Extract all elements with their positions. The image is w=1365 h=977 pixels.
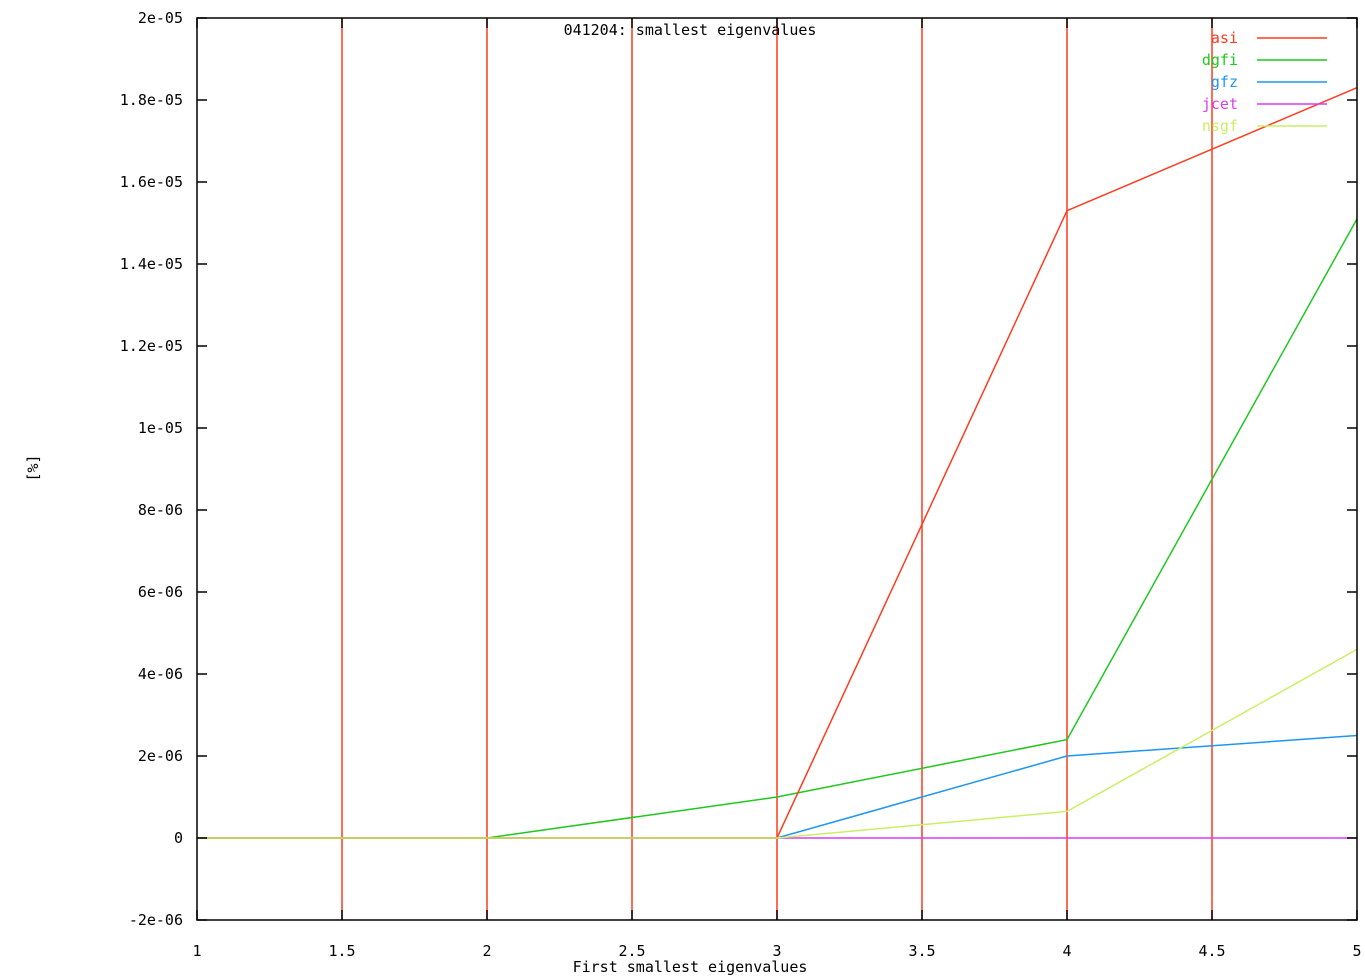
series-lines xyxy=(197,87,1358,839)
axis-ticks: -2e-06 0 2e-06 4e-06 6e-06 8e-06 1e-05 1.2e-05 1… xyxy=(120,9,1362,960)
x-tick-label: 1.5 xyxy=(328,942,355,960)
legend-label-asi: asi xyxy=(1211,29,1238,47)
y-tick-label: 1.8e-05 xyxy=(120,91,183,109)
x-tick-label: 1 xyxy=(192,942,201,960)
y-axis-title: [%] xyxy=(24,454,42,481)
chart-title: 041204: smallest eigenvalues xyxy=(564,21,817,39)
x-tick-label: 4.5 xyxy=(1198,942,1225,960)
x-tick-label: 4 xyxy=(1062,942,1071,960)
y-tick-label: 1.4e-05 xyxy=(120,255,183,273)
y-tick-label: -2e-06 xyxy=(129,911,183,929)
y-tick-label: 1e-05 xyxy=(138,419,183,437)
x-tick-label: 5 xyxy=(1352,942,1361,960)
legend: asi dgfi gfz jcet nsgf xyxy=(1202,29,1327,135)
legend-label-gfz: gfz xyxy=(1211,73,1238,91)
legend-label-dgfi: dgfi xyxy=(1202,51,1238,69)
legend-label-nsgf: nsgf xyxy=(1202,117,1238,135)
y-tick-label: 2e-06 xyxy=(138,747,183,765)
x-tick-label: 2.5 xyxy=(618,942,645,960)
y-tick-label: 6e-06 xyxy=(138,583,183,601)
y-tick-label: 1.2e-05 xyxy=(120,337,183,355)
series-nsgf-line xyxy=(197,648,1358,839)
y-tick-label: 4e-06 xyxy=(138,665,183,683)
x-tick-label: 2 xyxy=(482,942,491,960)
y-tick-label: 8e-06 xyxy=(138,501,183,519)
x-tick-label: 3.5 xyxy=(908,942,935,960)
y-tick-label: 2e-05 xyxy=(138,9,183,27)
y-tick-label: 0 xyxy=(174,829,183,847)
legend-label-jcet: jcet xyxy=(1202,95,1238,113)
x-axis-title: First smallest eigenvalues xyxy=(573,958,808,976)
reference-lines xyxy=(341,18,1213,920)
y-tick-label: 1.6e-05 xyxy=(120,173,183,191)
x-tick-label: 3 xyxy=(772,942,781,960)
